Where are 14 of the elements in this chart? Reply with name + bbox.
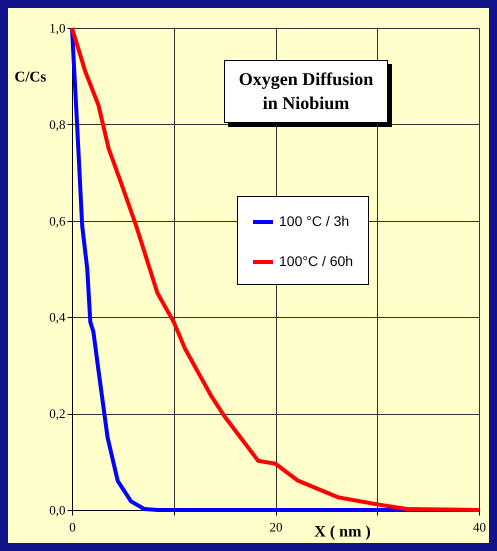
y-tick-label: 1,0 — [49, 20, 66, 36]
y-axis-title: C/Cs — [14, 70, 46, 86]
y-tick-label: 0,4 — [49, 310, 66, 325]
x-tick-label: 0 — [69, 520, 76, 534]
y-tick-label: 0,2 — [49, 406, 66, 422]
y-tick-label: 0,0 — [49, 502, 66, 518]
legend-label: 100°C / 60h — [279, 253, 354, 269]
text: Oxygen Diffusion in Niobium — [224, 60, 388, 123]
x-tick-label: 20 — [270, 520, 282, 534]
x-tick-label: 40 — [473, 520, 486, 534]
y-tick-label: 0,6 — [49, 213, 66, 228]
x-axis-title: X ( nm ) — [314, 524, 371, 540]
y-tick-label: 0,8 — [49, 116, 66, 132]
legend-label: 100 °C / 3h — [279, 213, 350, 229]
